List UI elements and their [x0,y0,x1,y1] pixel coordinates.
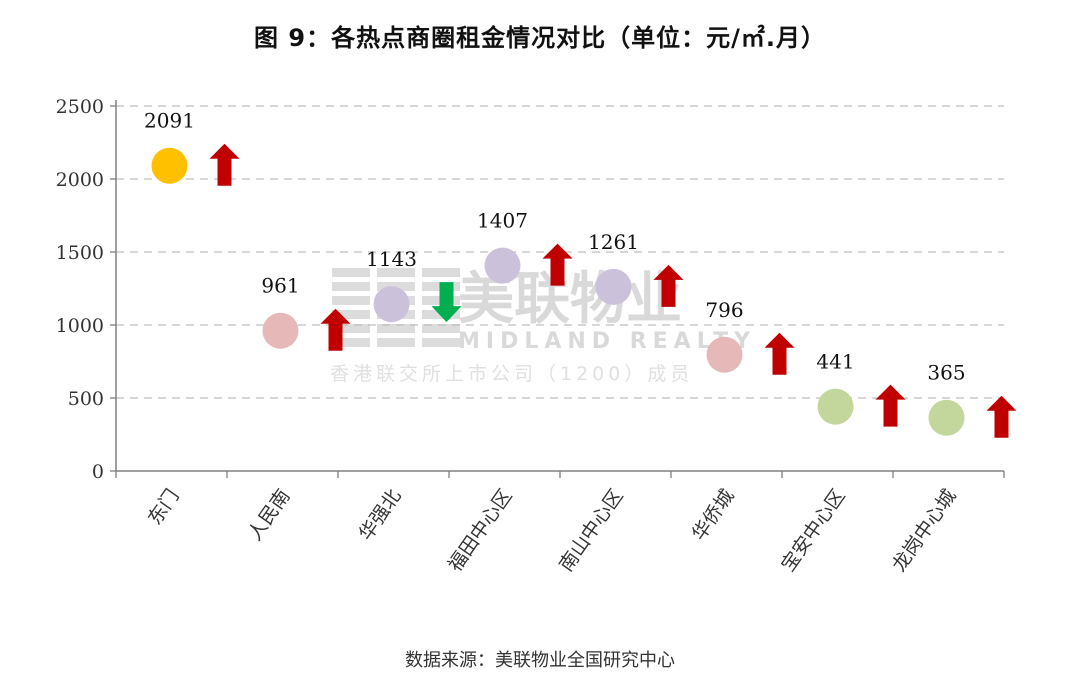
arrow-up-icon [320,308,351,351]
y-tick-label: 2500 [56,96,104,118]
arrow-up-icon [542,243,573,286]
watermark-tagline: 香港联交所上市公司（1200）成员 [330,363,693,385]
y-tick-label: 0 [92,461,104,483]
x-category-label: 华侨城 [688,485,739,544]
watermark-brand-en: MIDLAND REALTY [458,329,756,354]
arrow-up-icon [875,384,906,427]
data-point [373,286,410,323]
arrow-up-icon [653,264,684,307]
arrow-down-icon [431,282,462,323]
y-tick-label: 500 [68,388,104,410]
data-label: 1261 [588,230,639,254]
data-point [484,247,521,284]
data-label: 796 [705,298,743,322]
arrow-up-icon [209,143,240,186]
data-label: 365 [927,361,965,385]
x-category-label: 福田中心区 [444,485,517,575]
x-category-label: 东门 [144,485,184,529]
x-category-label: 华强北 [355,485,406,544]
y-tick-label: 2000 [56,169,104,191]
data-point [706,336,743,373]
data-label: 2091 [144,109,195,133]
arrow-up-icon [764,332,795,375]
data-points: 2091 961 1143 1407 1261 796 441 365 [144,109,1017,438]
data-label: 1407 [477,209,528,233]
data-label: 1143 [366,247,417,271]
data-point [151,147,188,184]
x-category-label: 南山中心区 [555,485,628,575]
x-category-label: 龙岗中心城 [888,485,961,575]
y-tick-label: 1500 [56,242,104,264]
x-category-label: 人民南 [244,485,295,544]
chart-title: 图 9：各热点商圈租金情况对比（单位：元/㎡.月） [254,24,826,52]
data-point [817,388,854,425]
x-category-label: 宝安中心区 [777,485,850,575]
data-point [262,312,299,349]
y-tick-label: 1000 [56,315,104,337]
arrow-up-icon [986,395,1017,438]
data-point [595,268,632,305]
data-label: 961 [261,274,299,298]
data-point [928,399,965,436]
data-label: 441 [816,350,854,374]
data-source-note: 数据来源：美联物业全国研究中心 [405,650,675,671]
